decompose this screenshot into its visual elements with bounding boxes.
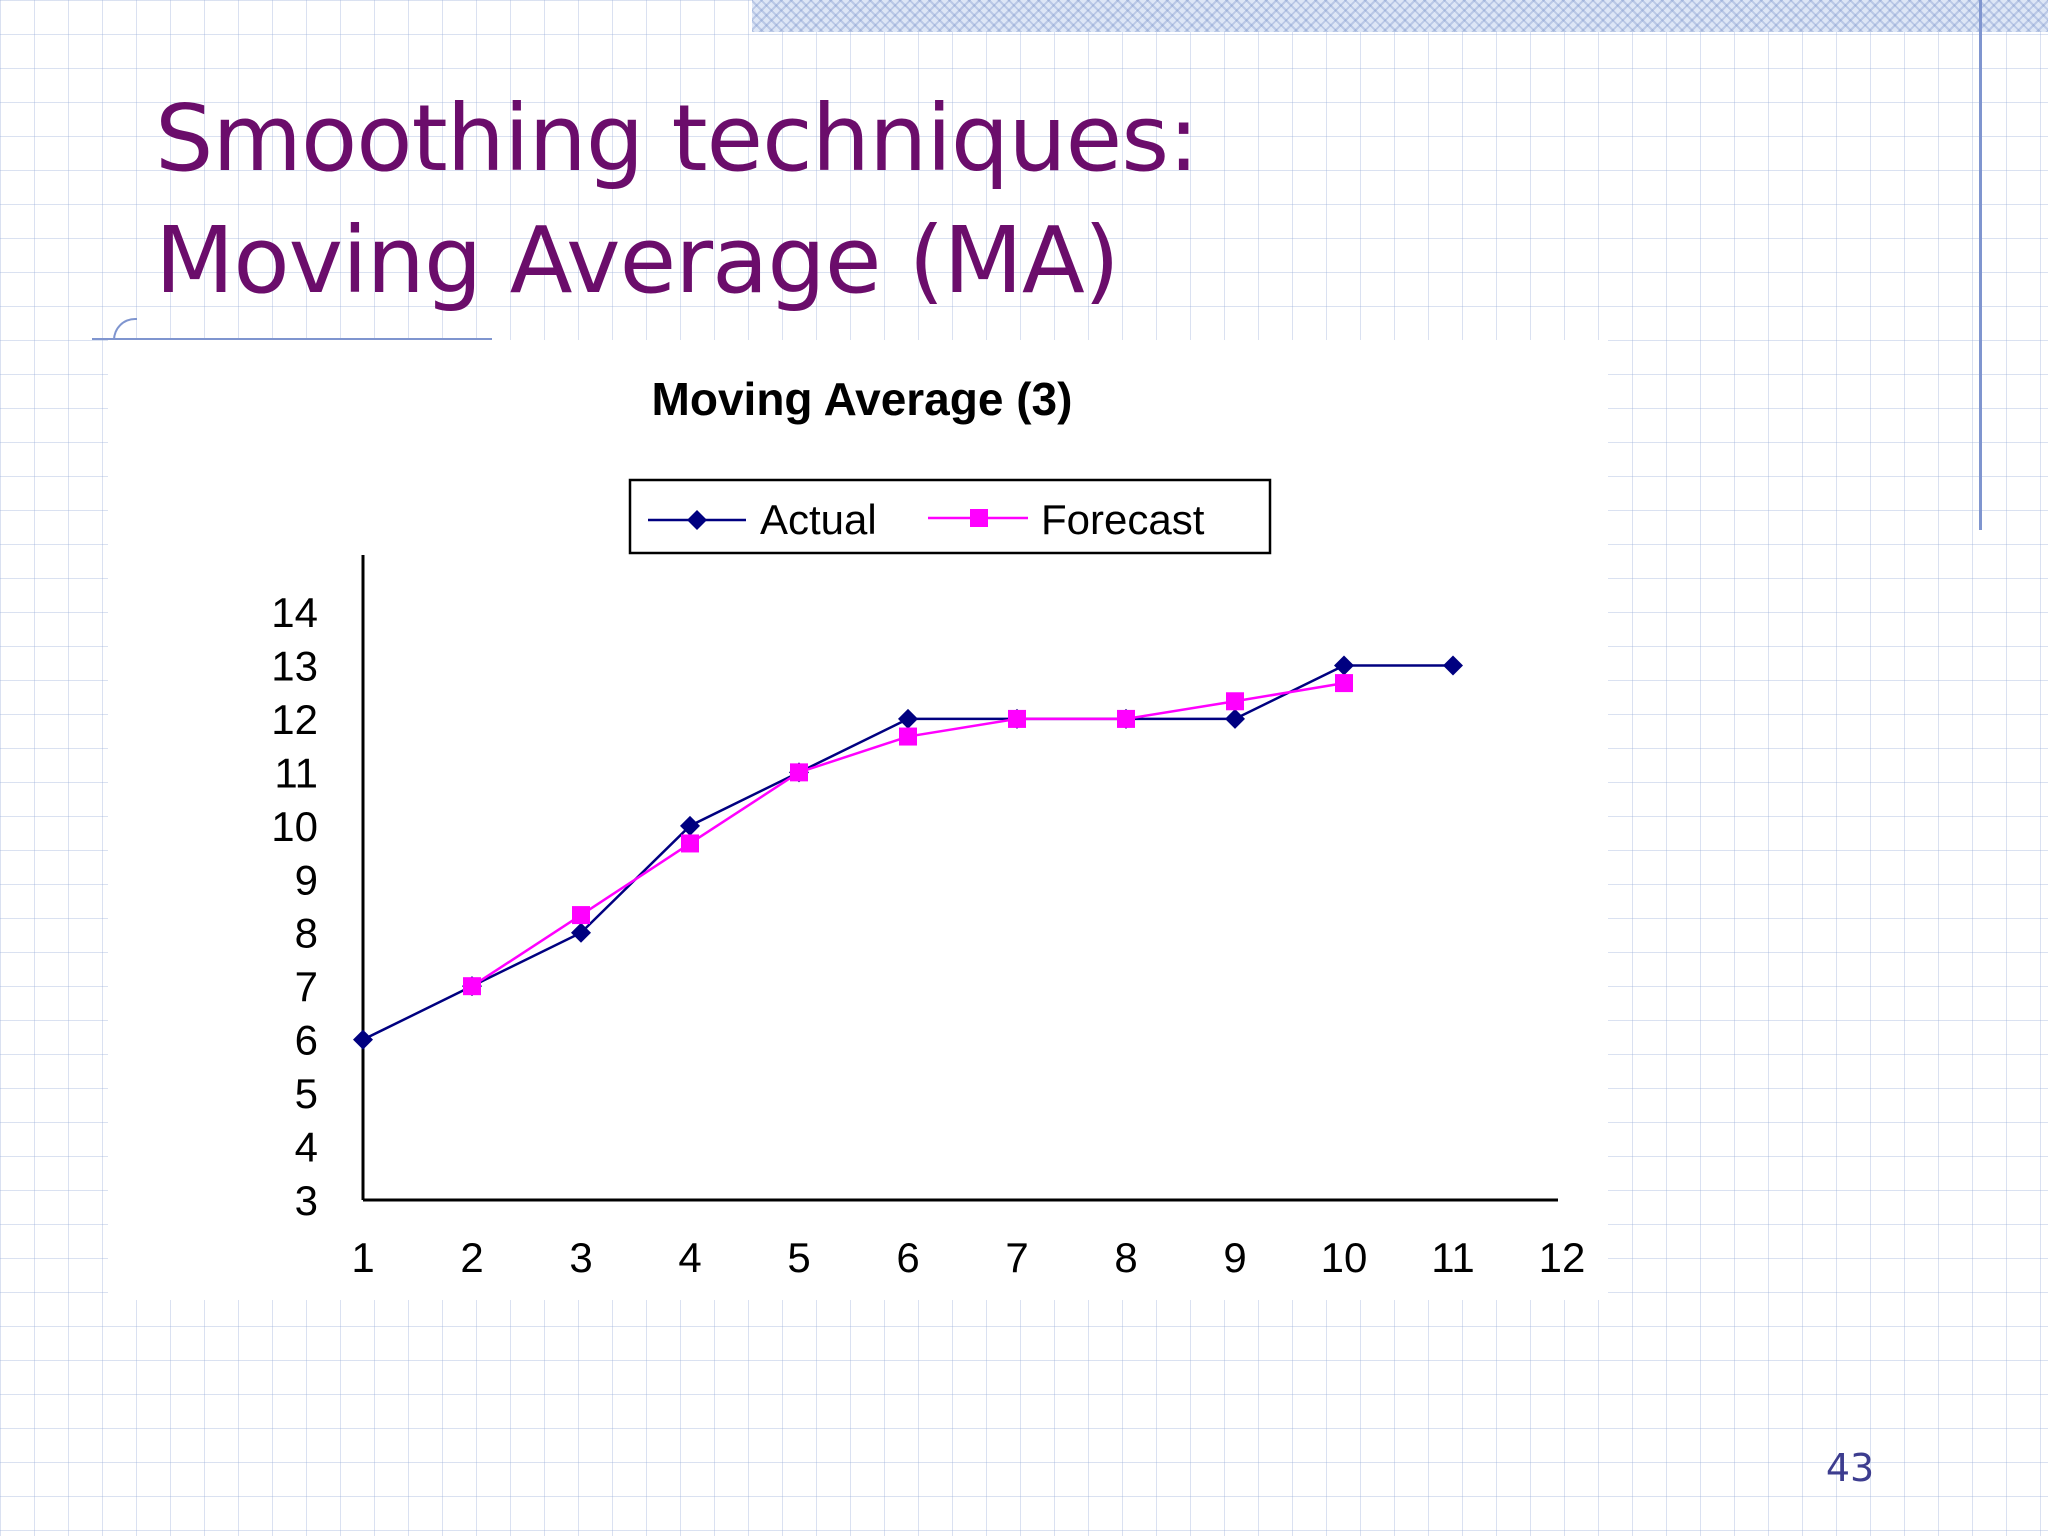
- moving-average-chart: Moving Average (3) Actual Forecast 3 4 5 6 7…: [271, 373, 1585, 1281]
- actual-data-point: [680, 815, 700, 836]
- forecast-data-point: [1226, 692, 1244, 711]
- x-tick-label: 12: [1539, 1234, 1586, 1281]
- slide-title-line-2: Moving Average (MA): [155, 207, 1120, 314]
- y-tick-label: 9: [295, 856, 318, 903]
- x-tick-label: 9: [1223, 1234, 1246, 1281]
- slide-title-line-1: Smoothing techniques:: [155, 85, 1199, 192]
- forecast-data-point: [1117, 709, 1135, 728]
- y-tick-label: 10: [271, 803, 318, 850]
- x-tick-label: 11: [1431, 1234, 1475, 1281]
- y-tick-label: 8: [295, 910, 318, 957]
- chart-title: Moving Average (3): [652, 373, 1073, 425]
- decorative-title-hook: [113, 318, 137, 342]
- forecast-data-point: [899, 727, 917, 746]
- legend-actual-marker: [687, 510, 707, 530]
- actual-data-point: [353, 1029, 373, 1050]
- forecast-data-point: [681, 834, 699, 853]
- x-tick-label: 6: [896, 1234, 919, 1281]
- legend-actual-label: Actual: [760, 496, 877, 543]
- actual-data-point: [571, 922, 591, 943]
- slide-title: Smoothing techniques: Moving Average (MA…: [155, 78, 1199, 322]
- y-tick-labels: 3 4 5 6 7 8 9 10 11 12 13 14: [271, 589, 318, 1224]
- forecast-data-point: [790, 763, 808, 782]
- page-number: 43: [1825, 1446, 1875, 1490]
- x-tick-label: 5: [787, 1234, 810, 1281]
- decorative-right-rule: [1979, 0, 1982, 530]
- x-tick-label: 1: [351, 1234, 374, 1281]
- y-tick-label: 3: [295, 1177, 318, 1224]
- series-layer: [353, 655, 1463, 1050]
- legend-forecast-label: Forecast: [1041, 496, 1205, 543]
- legend-forecast-marker: [970, 509, 988, 527]
- chart-legend: Actual Forecast: [628, 478, 1272, 555]
- y-tick-label: 11: [274, 749, 318, 796]
- y-tick-label: 4: [295, 1124, 318, 1171]
- forecast-data-point: [1335, 674, 1353, 693]
- y-tick-label: 14: [271, 589, 318, 636]
- actual-data-point: [1334, 655, 1354, 676]
- decorative-top-band: [752, 0, 2048, 32]
- x-tick-label: 3: [569, 1234, 592, 1281]
- actual-data-point: [898, 708, 918, 729]
- x-tick-label: 8: [1114, 1234, 1137, 1281]
- x-tick-label: 10: [1321, 1234, 1368, 1281]
- x-tick-label: 2: [460, 1234, 483, 1281]
- y-tick-label: 5: [295, 1070, 318, 1117]
- y-tick-label: 6: [295, 1017, 318, 1064]
- x-tick-label: 7: [1005, 1234, 1028, 1281]
- chart-area: Moving Average (3) Actual Forecast 3 4 5 6 7…: [108, 340, 1608, 1300]
- legend-box: [628, 478, 1272, 555]
- actual-data-point: [1443, 655, 1463, 676]
- x-tick-labels: 1 2 3 4 5 6 7 8 9 10 11 12: [351, 1234, 1585, 1281]
- forecast-data-point: [463, 977, 481, 996]
- x-tick-label: 4: [678, 1234, 701, 1281]
- actual-data-point: [1225, 708, 1245, 729]
- y-tick-label: 7: [295, 963, 318, 1010]
- forecast-data-point: [1008, 709, 1026, 728]
- title-underline: [92, 338, 492, 340]
- forecast-data-point: [572, 906, 590, 925]
- y-tick-label: 13: [271, 642, 318, 689]
- y-tick-label: 12: [271, 696, 318, 743]
